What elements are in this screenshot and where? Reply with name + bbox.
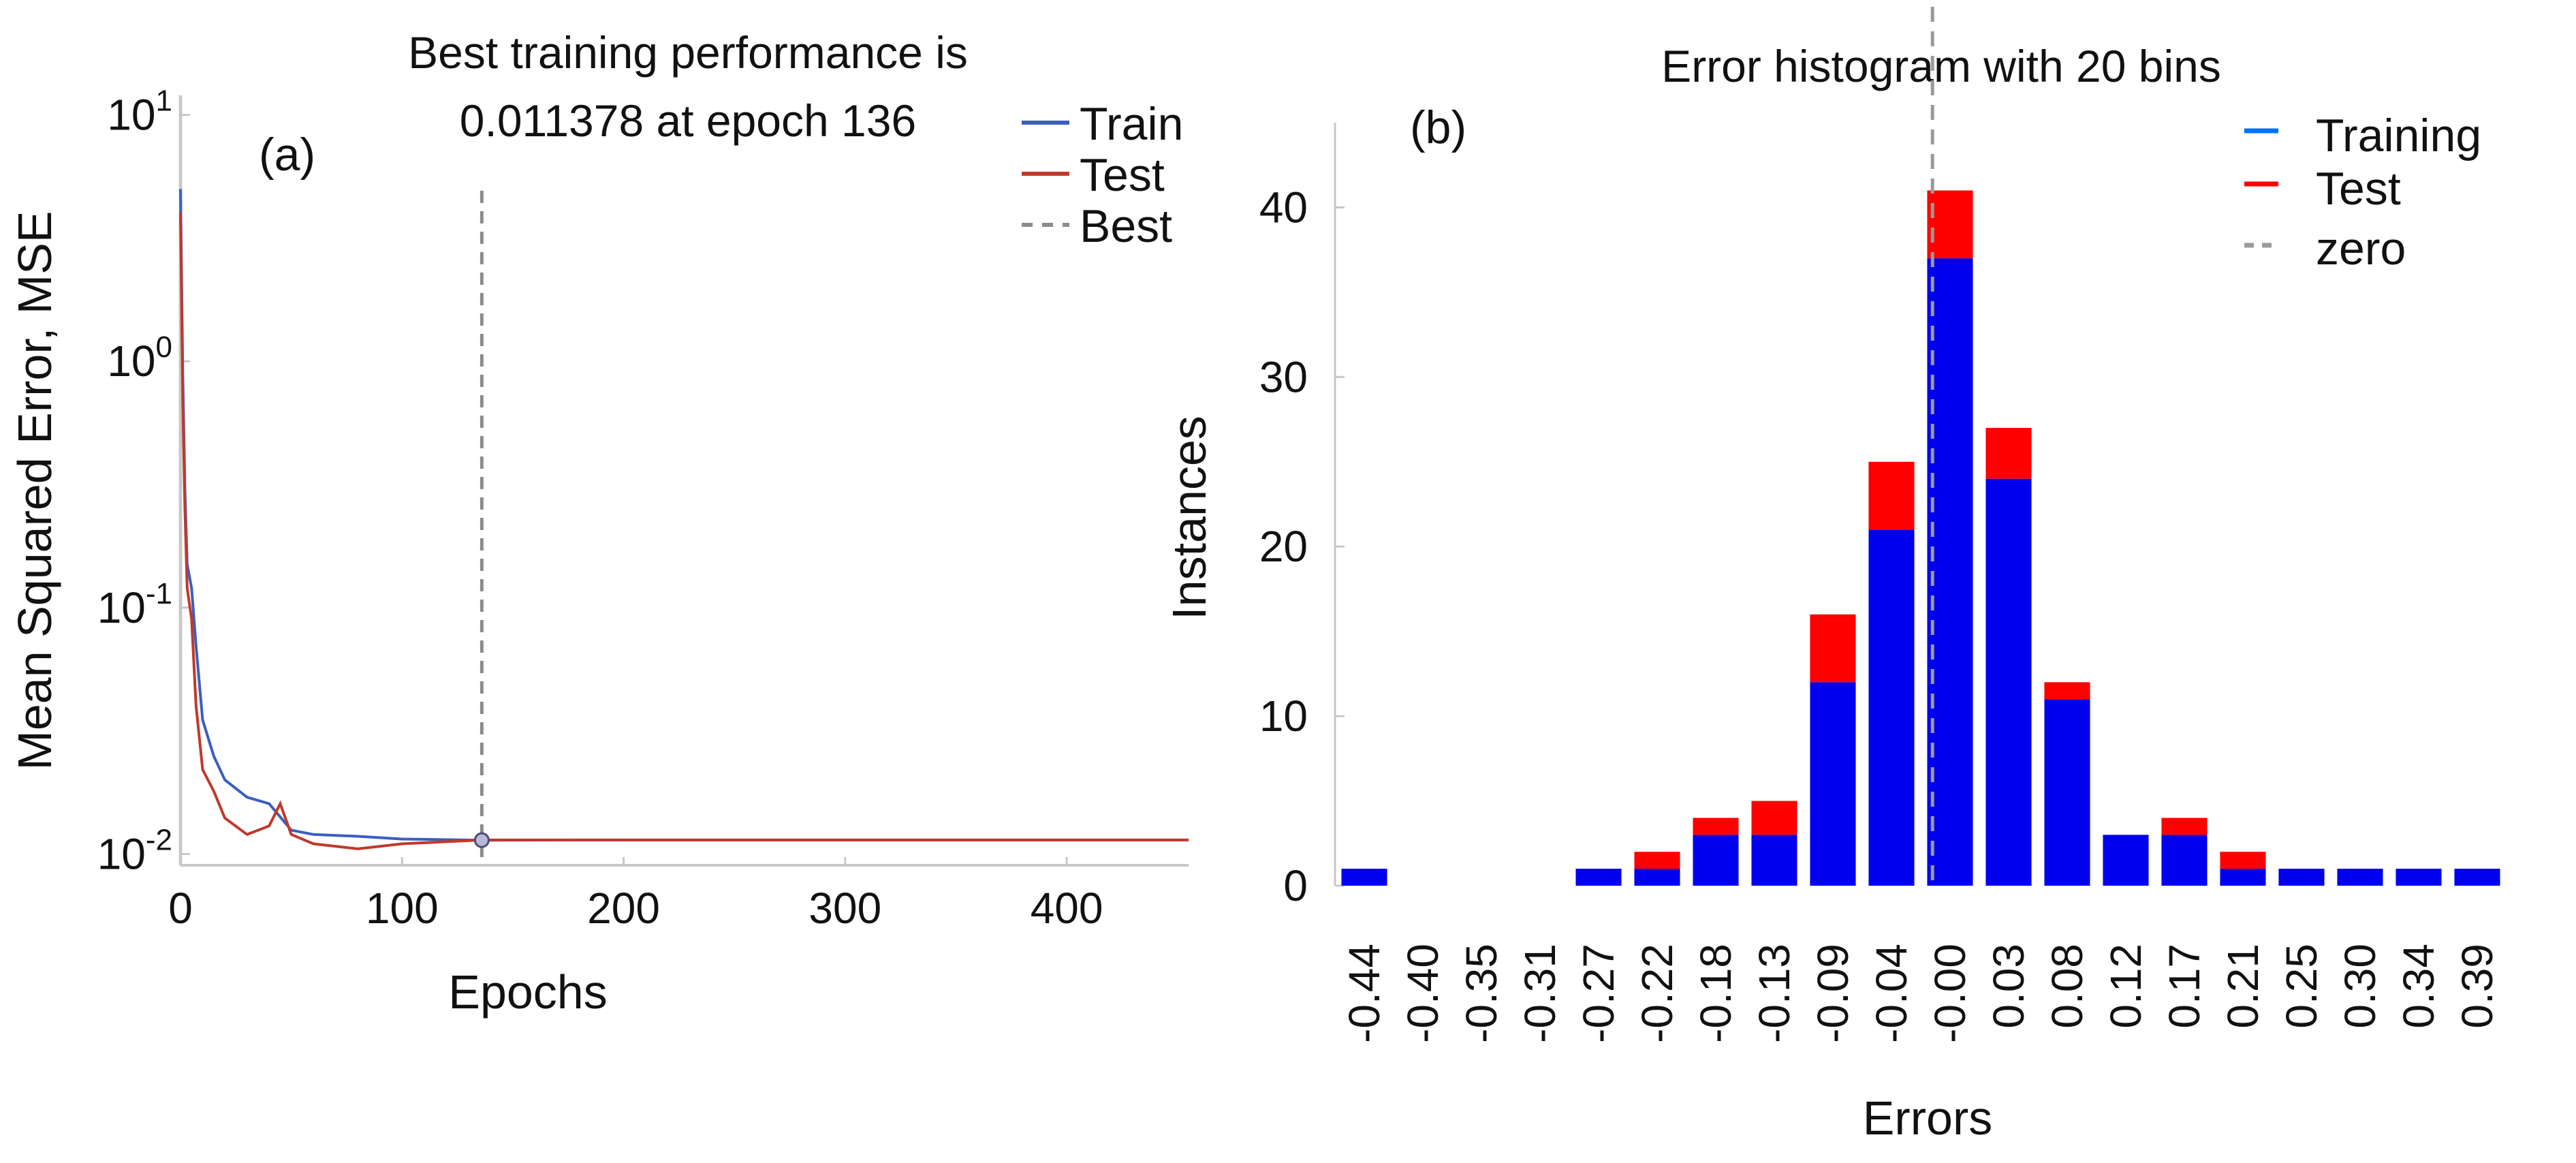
y-tick-label: 0: [1283, 861, 1308, 910]
x-tick-label: 0.17: [2160, 944, 2209, 1029]
bar-training: [1985, 478, 2032, 886]
bar-training: [1810, 682, 1856, 886]
x-tick-label: -0.18: [1691, 944, 1740, 1043]
x-tick-label: 0: [168, 884, 193, 933]
chart-a-title-line-2: 0.011378 at epoch 136: [460, 95, 916, 146]
chart-b-y-axis-label: Instances: [1163, 416, 1216, 620]
bar-training: [1693, 835, 1739, 886]
bar-training: [1341, 869, 1387, 886]
x-tick-label: -0.22: [1633, 944, 1682, 1043]
x-tick-label: 0.08: [2043, 944, 2092, 1029]
x-tick-label: -0.27: [1574, 944, 1623, 1043]
y-tick-label: 20: [1259, 522, 1308, 571]
x-tick-label: 200: [587, 884, 660, 933]
panel-label-b: (b): [1410, 102, 1466, 153]
bar-training: [1927, 258, 1973, 886]
x-tick-label: -0.40: [1398, 944, 1447, 1043]
y-tick-label: 30: [1259, 352, 1308, 401]
x-tick-label: 0.34: [2394, 944, 2443, 1029]
series-line-train: [179, 189, 1189, 842]
x-tick-label: -0.09: [1808, 944, 1857, 1043]
chart-a-y-ticks: 101 100 10-1 10-2: [97, 84, 190, 878]
bar-training: [2278, 869, 2325, 886]
x-tick-label: 300: [808, 884, 881, 933]
chart-a-title-line-1: Best training performance is: [408, 27, 968, 78]
y-tick-label: 10-1: [97, 577, 172, 632]
y-tick-label: 40: [1259, 183, 1308, 232]
x-tick-label: -0.04: [1867, 944, 1916, 1043]
bar-test: [2220, 852, 2266, 869]
x-tick-label: -0.13: [1750, 944, 1799, 1043]
chart-b-title: Error histogram with 20 bins: [1661, 41, 2221, 91]
chart-b-bars: [1341, 190, 2500, 886]
chart-a-legend: Train Test Best: [1022, 98, 1183, 252]
legend-label-zero: zero: [2316, 223, 2406, 275]
bar-training: [2044, 699, 2090, 886]
x-tick-label: 0.03: [1984, 944, 2033, 1029]
x-tick-label: 100: [366, 884, 439, 933]
chart-b-y-ticks: 0 10 20 30 40: [1259, 183, 1345, 910]
chart-a-x-axis-label: Epochs: [448, 965, 607, 1019]
x-tick-label: 0.30: [2336, 944, 2385, 1029]
x-tick-label: 0.21: [2218, 944, 2267, 1029]
bar-test: [1751, 801, 1797, 835]
chart-b-legend: Training Test zero: [2244, 110, 2481, 275]
legend-label-train: Train: [1080, 98, 1183, 150]
bar-test: [2161, 818, 2208, 835]
x-tick-label: -0.00: [1926, 944, 1975, 1043]
bar-test: [1810, 614, 1856, 683]
bar-training: [2103, 835, 2149, 886]
bar-test: [1693, 818, 1739, 835]
y-tick-label: 10-2: [97, 823, 172, 878]
x-tick-label: 400: [1031, 884, 1103, 933]
error-histogram-chart: Error histogram with 20 bins (b) 0 10 20 30…: [1163, 7, 2502, 1145]
x-tick-label: -0.35: [1457, 944, 1506, 1043]
bar-test: [1868, 461, 1915, 530]
bar-test: [2044, 682, 2090, 700]
chart-a-plot-area: [179, 189, 1189, 865]
legend-label-best: Best: [1080, 200, 1172, 252]
x-tick-label: -0.31: [1515, 944, 1565, 1043]
legend-label-test-b: Test: [2316, 163, 2401, 215]
bar-test: [1634, 852, 1680, 869]
bar-test: [1927, 190, 1973, 259]
bar-test: [1985, 428, 2032, 479]
chart-b-x-ticks: -0.44 -0.40 -0.35 -0.31 -0.27 -0.22 -0.18 -0.13…: [1340, 944, 2502, 1043]
bar-training: [2161, 835, 2208, 886]
bar-training: [1868, 529, 1915, 886]
x-tick-label: 0.39: [2453, 944, 2502, 1029]
best-point-marker: [473, 832, 490, 848]
bar-training: [2454, 869, 2500, 886]
bar-training: [1575, 869, 1622, 886]
bar-training: [1751, 835, 1797, 886]
mse-performance-chart: Best training performance is 0.011378 at…: [8, 27, 1189, 1019]
chart-a-x-ticks: 0 100 200 300 400: [168, 857, 1103, 933]
y-tick-label: 100: [107, 330, 172, 386]
bar-training: [2337, 869, 2383, 886]
legend-label-training: Training: [2316, 110, 2481, 161]
bar-training: [2220, 869, 2266, 886]
bar-training: [2396, 869, 2442, 886]
chart-a-y-axis-label: Mean Squared Error, MSE: [8, 211, 61, 771]
series-line-test: [179, 213, 1189, 850]
panel-label-a: (a): [259, 129, 315, 181]
x-tick-label: -0.44: [1340, 944, 1389, 1043]
y-tick-label: 101: [107, 84, 172, 140]
x-tick-label: 0.12: [2101, 944, 2150, 1029]
y-tick-label: 10: [1259, 692, 1308, 741]
chart-b-x-axis-label: Errors: [1863, 1091, 1993, 1145]
x-tick-label: 0.25: [2277, 944, 2326, 1029]
legend-label-test: Test: [1080, 149, 1165, 201]
bar-training: [1634, 869, 1680, 886]
